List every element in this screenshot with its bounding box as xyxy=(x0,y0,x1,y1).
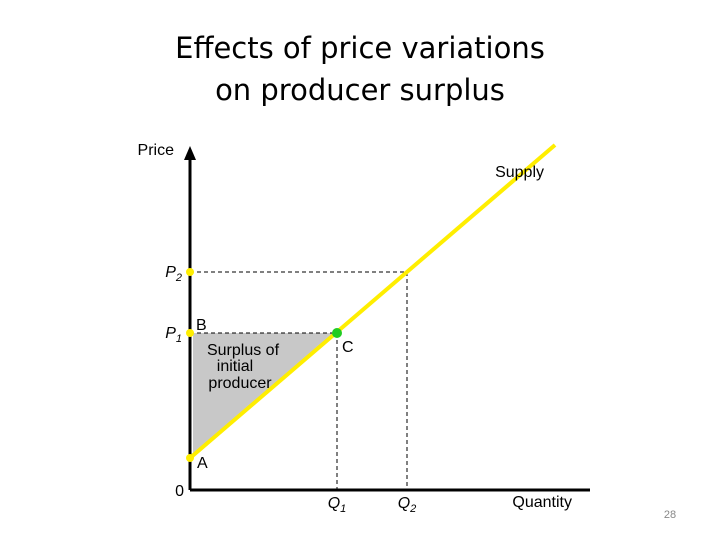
label-base: Q xyxy=(398,495,410,512)
sub-label: Q1 xyxy=(328,495,347,515)
label-sub: 1 xyxy=(176,333,182,345)
label-sub: 2 xyxy=(175,272,182,284)
origin-label: 0 xyxy=(175,483,184,500)
point-a: A xyxy=(197,455,208,472)
a-dot xyxy=(186,454,194,462)
surplus-label: producer xyxy=(208,375,272,392)
point-b: B xyxy=(196,317,207,334)
guides xyxy=(190,271,408,490)
sub-label: P1 xyxy=(165,325,182,345)
y-arrow xyxy=(184,146,196,160)
surplus-label: initial xyxy=(217,358,253,375)
c-dot xyxy=(332,328,342,338)
page-number: 28 xyxy=(664,509,676,521)
surplus-label: Surplus of xyxy=(207,342,280,359)
title-line: on producer surplus xyxy=(215,73,505,107)
supply-label: Supply xyxy=(495,164,544,181)
supply-curve xyxy=(188,143,557,460)
label-sub: 1 xyxy=(340,503,346,515)
label-sub: 2 xyxy=(409,503,416,515)
label-base: P xyxy=(165,264,176,281)
x-label: Quantity xyxy=(512,494,572,511)
y-label: Price xyxy=(138,142,175,159)
point-c: C xyxy=(342,339,354,356)
p1-dot xyxy=(186,329,194,337)
label-base: Q xyxy=(328,495,340,512)
p2-dot xyxy=(186,268,194,276)
label-base: P xyxy=(165,325,176,342)
sub-label: P2 xyxy=(165,264,182,284)
title-line: Effects of price variations xyxy=(175,31,545,65)
sub-label: Q2 xyxy=(398,495,417,515)
